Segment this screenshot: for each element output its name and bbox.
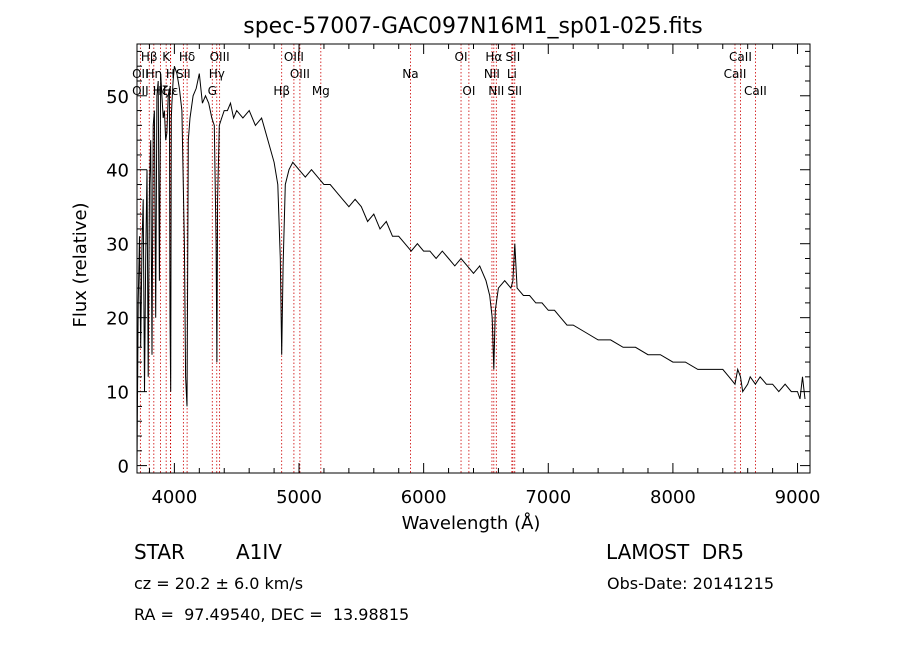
line-marker-label: OII [132,67,149,81]
x-tick-label: 8000 [650,487,696,508]
x-tick-label: 9000 [775,487,821,508]
line-marker-label: Hε [163,84,179,98]
x-tick-label: 5000 [276,487,322,508]
y-tick-label: 20 [106,309,129,330]
line-marker-label: CaII [744,84,767,98]
line-marker-label: OIII [210,50,230,64]
x-tick-label: 7000 [525,487,571,508]
chart-title: spec-57007-GAC097N16M1_sp01-025.fits [243,14,703,39]
line-marker-label: OIII [290,67,310,81]
y-axis-label: Flux (relative) [70,202,91,327]
line-marker-label: Hβ [141,50,158,64]
line-marker-label: H [166,67,175,81]
object-subclass: A1IV [236,540,282,564]
coordinates: RA = 97.49540, DEC = 13.98815 [134,605,410,624]
line-marker-label: Hδ [179,50,195,64]
line-marker-label: OII [132,84,149,98]
y-tick-label: 40 [106,161,129,182]
line-marker-label: K [162,50,171,64]
x-tick-label: 6000 [401,487,447,508]
line-marker-label: CaII [729,50,752,64]
line-marker-label: SII [176,67,191,81]
line-marker-label: Na [402,67,418,81]
line-marker-label: NII [488,84,504,98]
line-marker-label: NII [484,67,500,81]
line-marker-label: Hβ [273,84,290,98]
line-marker-label: OI [455,50,468,64]
object-class: STAR [134,540,185,564]
line-marker-label: SII [506,50,521,64]
plot-frame [136,43,811,474]
line-marker-label: OI [462,84,475,98]
line-marker-label: SII [507,84,522,98]
observation-date: Obs-Date: 20141215 [607,574,775,593]
line-marker-label: Mg [312,84,330,98]
line-marker-label: Li [507,67,517,81]
x-axis-ticks: 4000 5000 6000 7000 8000 9000 [148,44,821,508]
spectral-line-markers [139,44,756,473]
x-tick-label: 4000 [151,487,197,508]
redshift-info: cz = 20.2 ± 6.0 km/s [134,574,304,593]
line-marker-label: CaII [724,67,747,81]
line-marker-label: OIII [284,50,304,64]
survey-name: LAMOST DR5 [606,540,744,564]
x-axis-label: Wavelength (Å) [402,512,541,534]
y-axis-ticks: 0 10 20 30 40 50 [106,50,810,478]
line-marker-label: G [208,84,217,98]
y-tick-label: 50 [106,87,129,108]
line-marker-label: Hγ [209,67,225,81]
line-marker-label: Hη [146,67,163,81]
y-tick-label: 30 [106,235,129,256]
y-tick-label: 10 [106,383,129,404]
spectrum-line [136,66,806,466]
line-marker-label: Hα [485,50,502,64]
y-tick-label: 0 [118,457,129,478]
